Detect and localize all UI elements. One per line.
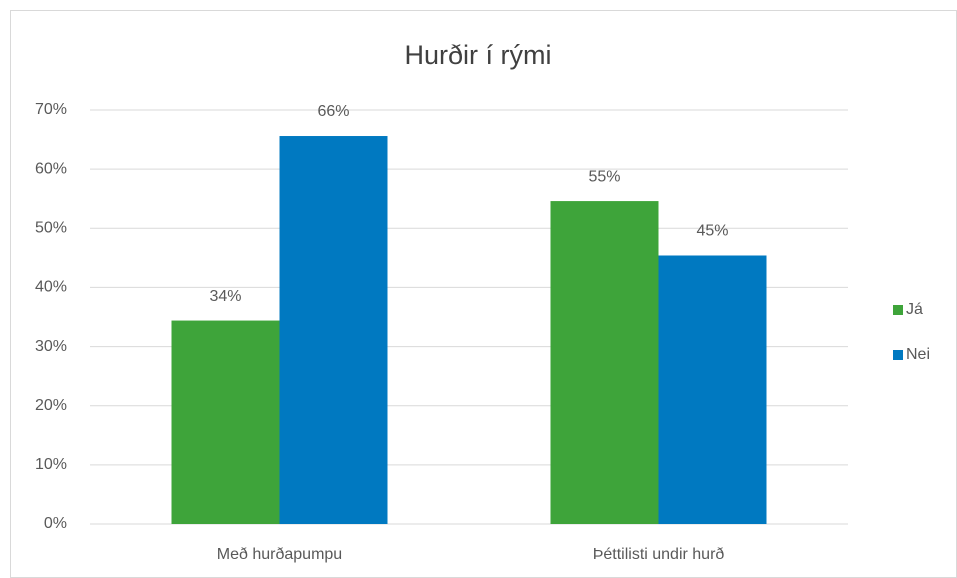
- x-tick-label: Þéttilisti undir hurð: [593, 546, 725, 563]
- legend-swatch: [893, 350, 903, 360]
- x-tick-label: Með hurðapumpu: [217, 546, 342, 563]
- bar: [171, 320, 280, 524]
- data-label: 66%: [317, 103, 349, 120]
- y-tick-label: 30%: [35, 338, 67, 355]
- bar: [279, 136, 388, 524]
- y-tick-label: 0%: [44, 515, 67, 532]
- y-tick-label: 70%: [35, 101, 67, 118]
- legend-label: Nei: [906, 346, 930, 363]
- bar: [658, 255, 767, 524]
- data-label: 45%: [696, 223, 728, 240]
- y-tick-label: 60%: [35, 160, 67, 177]
- legend-swatch: [893, 305, 903, 315]
- chart-title: Hurðir í rými: [405, 40, 552, 70]
- y-tick-label: 40%: [35, 279, 67, 296]
- bar: [550, 201, 659, 524]
- y-tick-label: 20%: [35, 397, 67, 414]
- y-tick-label: 10%: [35, 456, 67, 473]
- data-label: 55%: [588, 168, 620, 185]
- y-tick-label: 50%: [35, 220, 67, 237]
- legend-label: Já: [906, 301, 923, 318]
- chart-border: [10, 10, 957, 578]
- data-label: 34%: [209, 288, 241, 305]
